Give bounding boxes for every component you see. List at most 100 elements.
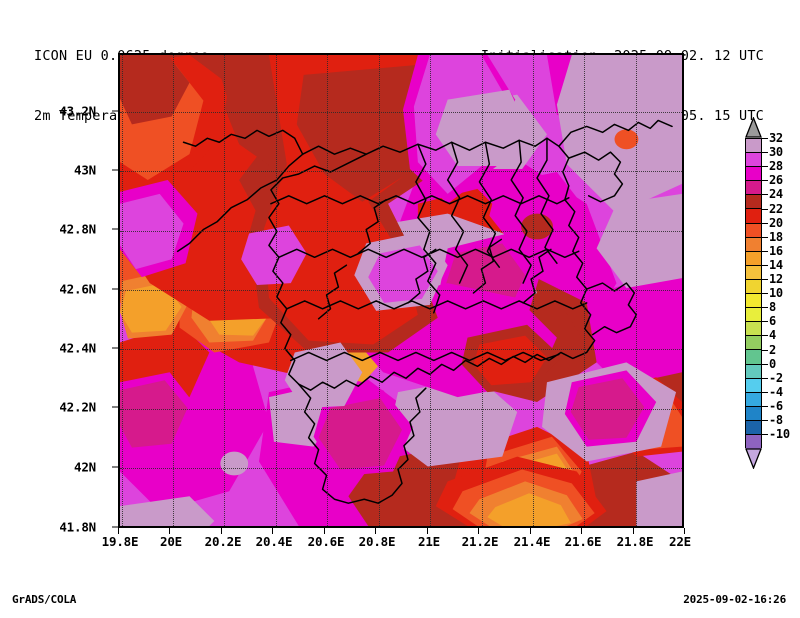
colorbar-cell xyxy=(746,420,761,435)
colorbar-cell xyxy=(746,350,761,365)
colorbar-tick-label: 20 xyxy=(769,215,783,230)
y-tick-mark xyxy=(112,406,118,408)
colorbar-tick-label: 10 xyxy=(769,286,783,301)
colorbar-tick-mark xyxy=(762,405,768,407)
colorbar-cell xyxy=(746,223,761,238)
colorbar-tick-label: 32 xyxy=(769,131,783,145)
x-tick-mark xyxy=(375,528,377,534)
x-tick-mark xyxy=(220,528,222,534)
colorbar-cell xyxy=(746,251,761,266)
colorbar-tick-mark xyxy=(762,166,768,168)
colorbar-cell xyxy=(746,364,761,379)
colorbar-tick-label: 16 xyxy=(769,243,783,258)
colorbar-cell xyxy=(746,336,761,351)
y-tick-mark xyxy=(112,169,118,171)
colorbar-cell xyxy=(746,378,761,393)
colorbar-cell xyxy=(746,181,761,196)
colorbar-cell xyxy=(746,294,761,309)
y-tick-label: 42.4N xyxy=(59,340,96,356)
x-tick-mark xyxy=(272,528,274,534)
colorbar-cell xyxy=(746,209,761,224)
y-tick-label: 43.2N xyxy=(59,103,96,119)
administrative-borders xyxy=(176,119,673,504)
x-tick-label: 21.6E xyxy=(564,534,602,549)
colorbar-tick-label: -2 xyxy=(769,370,783,385)
colorbar-tick-label: 8 xyxy=(769,300,776,315)
y-tick-label: 42.2N xyxy=(59,399,96,415)
y-tick-mark xyxy=(112,110,118,112)
y-tick-mark xyxy=(112,526,118,528)
grads-credit: GrADS/COLA xyxy=(12,593,77,606)
y-tick-label: 41.8N xyxy=(59,519,96,535)
colorbar-tick-mark xyxy=(762,377,768,379)
colorbar-tick-mark xyxy=(762,420,768,421)
x-tick-mark xyxy=(323,528,325,534)
colorbar-cell xyxy=(746,406,761,421)
colorbar-tick-mark xyxy=(762,180,768,182)
colorbar-cell xyxy=(746,322,761,337)
colorbar-cell xyxy=(746,139,761,154)
colorbar-cell xyxy=(746,167,761,182)
x-tick-mark xyxy=(169,528,171,534)
colorbar-cell xyxy=(746,237,761,252)
y-tick-mark xyxy=(112,347,118,349)
colorbar-cell xyxy=(746,392,761,407)
colorbar-tick-label: 14 xyxy=(769,257,783,272)
x-tick-mark xyxy=(118,528,119,534)
colorbar-tick-label: -4 xyxy=(769,384,783,399)
colorbar-tick-mark xyxy=(762,152,768,154)
colorbar-tick-mark xyxy=(762,321,768,323)
colorbar-under-arrow-icon xyxy=(745,448,762,469)
colorbar-tick-mark xyxy=(762,349,768,351)
x-tick-mark xyxy=(632,528,634,534)
colorbar-cell xyxy=(746,279,761,295)
colorbar-tick-mark xyxy=(762,236,768,238)
chart-header: ICON EU 0.0625 degree 2m Temperature [ C… xyxy=(0,0,800,124)
colorbar-tick-mark xyxy=(762,307,768,309)
colorbar-tick-label: -10 xyxy=(769,427,790,442)
colorbar-tick-label: -6 xyxy=(769,398,783,413)
y-tick-mark xyxy=(112,288,118,290)
colorbar-gradient xyxy=(745,138,762,450)
colorbar-tick-label: 18 xyxy=(769,229,783,244)
colorbar-tick-label: 30 xyxy=(769,145,783,160)
colorbar-tick-mark xyxy=(762,264,768,266)
colorbar-tick-mark xyxy=(762,208,768,210)
x-tick-label: 21.4E xyxy=(513,534,551,549)
colorbar-tick-label: 22 xyxy=(769,201,783,216)
colorbar-tick-mark xyxy=(762,279,768,280)
colorbar-tick-mark xyxy=(762,335,768,337)
colorbar-tick-mark xyxy=(762,194,768,196)
colorbar-tick-label: 28 xyxy=(769,159,783,174)
x-tick-mark xyxy=(529,528,531,534)
colorbar-tick-label: 24 xyxy=(769,187,783,202)
x-tick-label: 21.2E xyxy=(461,534,499,549)
x-tick-label: 20.6E xyxy=(307,534,345,549)
colorbar-tick-label: 26 xyxy=(769,173,783,188)
longitude-axis: 19.8E 20E 20.2E 20.4E 20.6E 20.8E 21E 21… xyxy=(0,528,800,558)
colorbar-cell xyxy=(746,265,761,280)
colorbar-over-arrow-icon xyxy=(745,117,762,138)
colorbar-tick-mark xyxy=(762,391,768,393)
colorbar-cell xyxy=(746,308,761,323)
x-tick-label: 20E xyxy=(160,534,182,549)
colorbar-tick-label: 6 xyxy=(769,314,776,329)
temperature-shaded-field xyxy=(120,55,682,526)
y-tick-label: 42.8N xyxy=(59,221,96,237)
x-tick-label: 22E xyxy=(669,534,691,549)
colorbar-tick-mark xyxy=(762,138,768,139)
colorbar-tick-label: 0 xyxy=(769,356,776,371)
map-plot-area xyxy=(118,53,684,528)
y-tick-mark xyxy=(112,466,118,468)
x-tick-label: 20.8E xyxy=(358,534,396,549)
latitude-axis: 43.2N 43N 42.8N 42.6N 42.4N 42.2N 42N 41… xyxy=(0,0,118,618)
x-tick-mark xyxy=(581,528,583,534)
y-tick-label: 42.6N xyxy=(59,281,96,297)
temperature-colorbar[interactable]: 32 30 28 26 24 22 20 18 16 14 12 10 8 6 4 2 0 -2 -4 -6 -8 -10 xyxy=(742,117,800,469)
colorbar-tick-mark xyxy=(762,250,768,252)
colorbar-cell xyxy=(746,434,761,450)
colorbar-tick-mark xyxy=(762,434,768,436)
x-tick-label: 20.2E xyxy=(204,534,242,549)
x-tick-mark xyxy=(478,528,480,534)
colorbar-tick-label: 2 xyxy=(769,342,776,357)
